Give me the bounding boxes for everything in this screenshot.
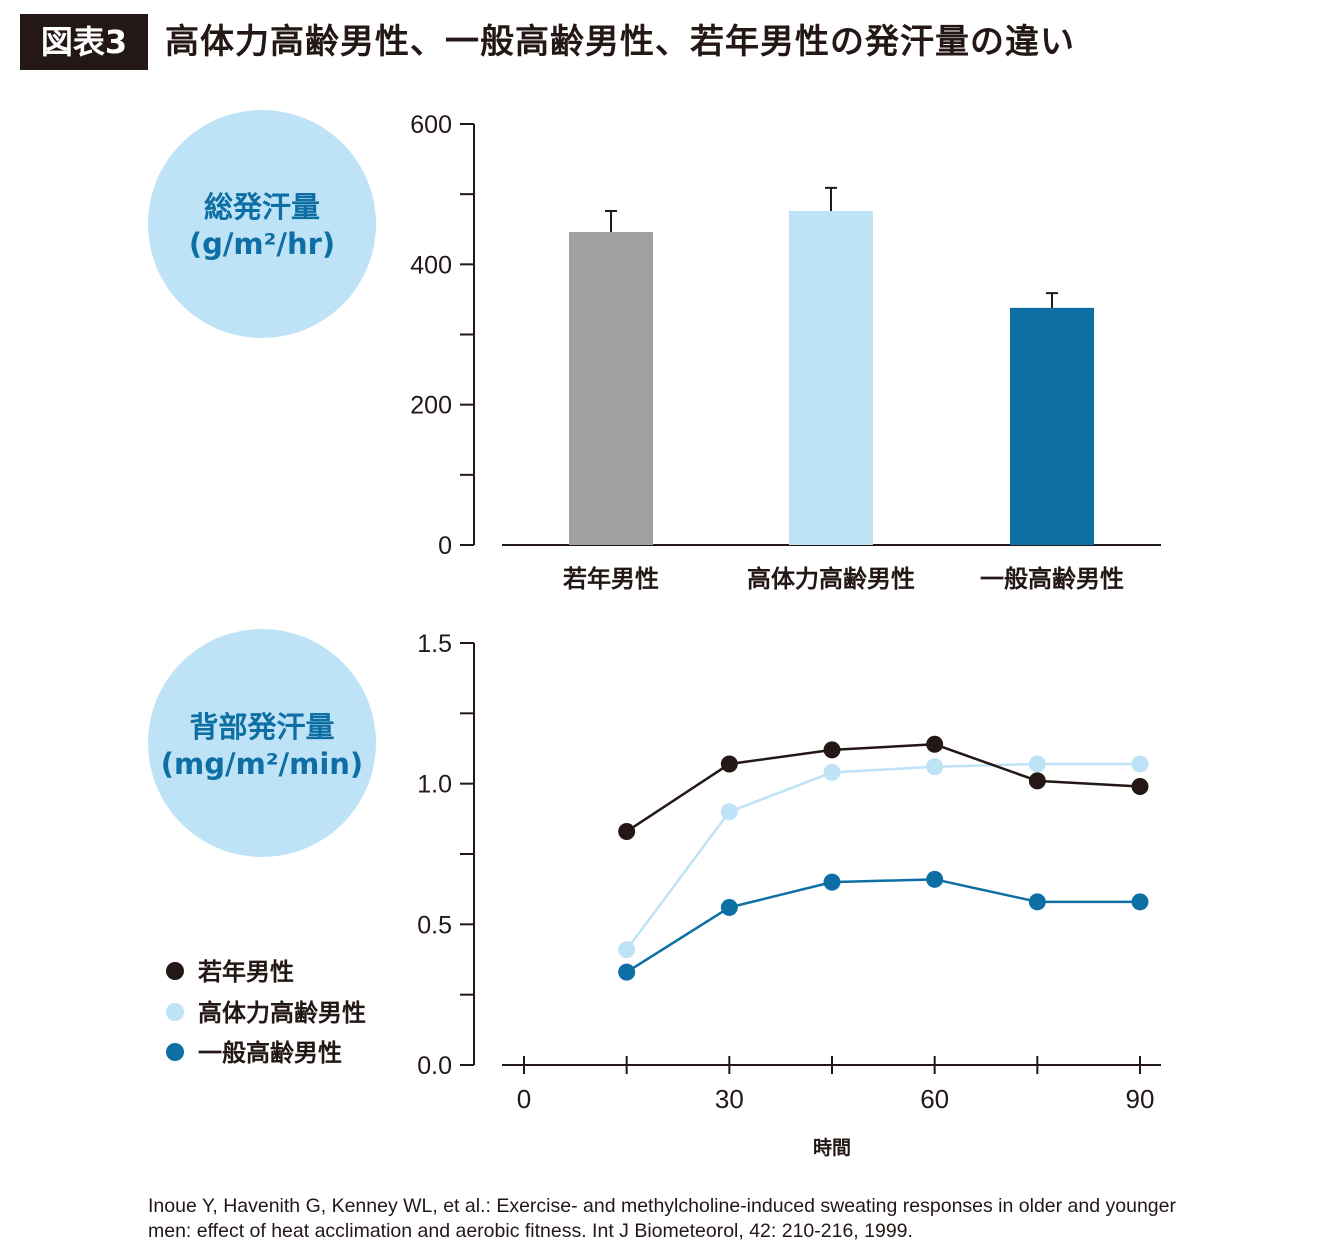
series-1-point-3 — [926, 758, 944, 776]
line-ylabel-line-2: (mg/m²/min) — [161, 747, 363, 781]
series-2-point-2 — [823, 873, 841, 891]
bar-0 — [569, 232, 653, 545]
bar-ylabel-circle — [148, 110, 376, 338]
line-axes: 0.0 0.5 1.0 1.5 0 30 60 90 — [417, 630, 1161, 1114]
legend-marker-2 — [166, 1043, 184, 1061]
page-title: 高体力高齢男性、一般高齢男性、若年男性の発汗量の違い — [165, 22, 1075, 62]
bar-y-tick-label: 400 — [410, 251, 452, 279]
series-2-point-3 — [926, 870, 944, 888]
bar-2 — [1010, 307, 1094, 545]
bar-ylabel-line-1: 総発汗量 — [204, 190, 320, 224]
line-chart: 背部発汗量 (mg/m²/min) 0.0 0.5 1.0 1.5 0 30 60 90 時間… — [148, 629, 1161, 1159]
legend-marker-1 — [166, 1003, 184, 1021]
line-x-tick-label: 30 — [715, 1084, 744, 1114]
series-1-point-0 — [618, 941, 636, 959]
bar-category-label: 若年男性 — [562, 565, 659, 593]
bar-1 — [789, 211, 873, 546]
figure-number-badge: 図表3 — [20, 14, 148, 70]
series-1-point-4 — [1028, 755, 1046, 773]
bar-y-tick-label: 600 — [410, 111, 452, 139]
line-y-tick-label: 1.0 — [417, 771, 452, 799]
series-0-point-3 — [926, 735, 944, 753]
series-0-point-2 — [823, 741, 841, 759]
series-2-point-0 — [618, 963, 636, 981]
series-1-point-2 — [823, 763, 841, 781]
legend-label: 若年男性 — [197, 958, 294, 986]
line-marks — [618, 735, 1149, 981]
series-2-point-4 — [1028, 893, 1046, 911]
series-0-point-4 — [1028, 772, 1046, 790]
line-x-tick-label: 60 — [920, 1084, 949, 1114]
line-xlabel: 時間 — [813, 1137, 851, 1159]
series-1-point-5 — [1131, 755, 1149, 773]
series-0-point-1 — [720, 755, 738, 773]
series-0-point-5 — [1131, 777, 1149, 795]
series-2-point-1 — [720, 898, 738, 916]
bar-y-tick-label: 0 — [438, 532, 452, 560]
line-ylabel-circle — [148, 629, 376, 857]
bar-marks: 若年男性 高体力高齢男性 一般高齢男性 — [562, 186, 1124, 593]
citation: Inoue Y, Havenith G, Kenney WL, et al.: … — [148, 1195, 1176, 1242]
line-x-tick-label: 0 — [517, 1084, 531, 1114]
line-x-tick-label: 90 — [1126, 1084, 1155, 1114]
series-line-2 — [626, 878, 1140, 974]
legend-label: 高体力高齢男性 — [198, 999, 366, 1027]
line-y-tick-label: 1.5 — [417, 630, 452, 658]
line-ylabel-line-1: 背部発汗量 — [189, 710, 334, 744]
bar-category-label: 一般高齢男性 — [980, 565, 1124, 593]
series-line-1 — [625, 762, 1140, 951]
series-1-point-1 — [720, 803, 738, 821]
legend-marker-0 — [166, 962, 184, 980]
bar-category-label: 高体力高齢男性 — [747, 565, 915, 593]
legend-label: 一般高齢男性 — [198, 1039, 342, 1067]
bar-ylabel-line-2: (g/m²/hr) — [189, 227, 335, 261]
series-0-point-0 — [618, 822, 636, 840]
bar-chart: 総発汗量 (g/m²/hr) 0 200 400 600 若年男性 高体力高齢男性 一般高… — [148, 110, 1161, 593]
line-y-tick-label: 0.0 — [417, 1052, 452, 1080]
series-line-0 — [625, 743, 1141, 833]
series-2-point-5 — [1131, 893, 1149, 911]
line-y-tick-label: 0.5 — [417, 911, 452, 939]
bar-y-tick-label: 200 — [410, 392, 452, 420]
